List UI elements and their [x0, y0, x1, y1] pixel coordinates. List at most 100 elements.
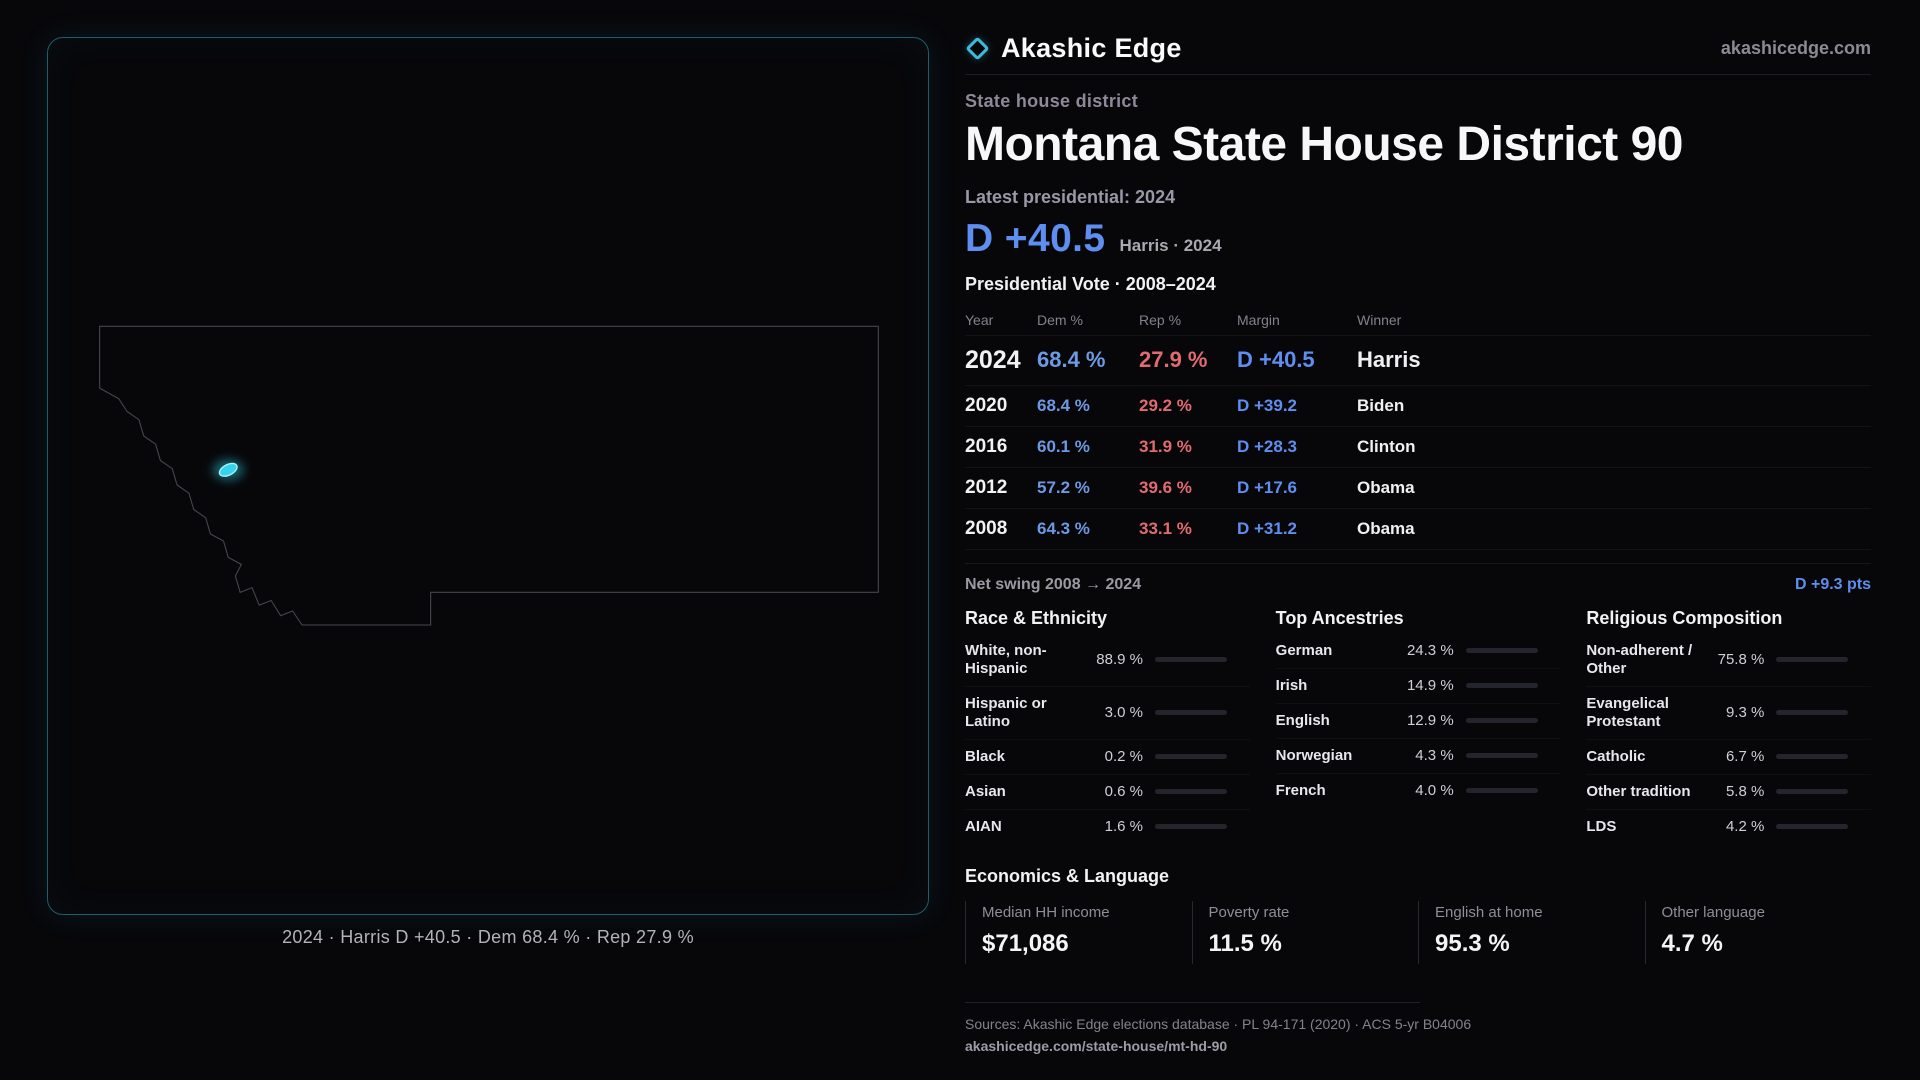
table-row-2012: 2012 57.2 % 39.6 % D +17.6 Obama: [965, 468, 1871, 509]
demo-row: Other tradition 5.8 %: [1586, 775, 1871, 810]
economics-heading: Economics & Language: [965, 865, 1170, 886]
demo-bar-track: [1155, 754, 1227, 760]
hero-margin-note: Harris · 2024: [1119, 235, 1222, 255]
latest-presidential-label: Latest presidential: 2024: [965, 186, 1176, 207]
hero-margin-value: D +40.5: [965, 216, 1106, 260]
year-cell: 2024: [965, 345, 1021, 374]
demo-label: Hispanic or Latino: [965, 694, 1047, 730]
demo-label: Norwegian: [1275, 746, 1353, 764]
dem-cell: 68.4 %: [1037, 395, 1090, 415]
permalink[interactable]: akashicedge.com/state-house/mt-hd-90: [965, 1037, 1228, 1054]
montana-map: [83, 317, 895, 632]
demo-bar-track: [1776, 657, 1849, 663]
rep-cell: 29.2 %: [1139, 395, 1192, 415]
demo-value: 0.2 %: [1104, 748, 1143, 766]
year-cell: 2016: [965, 435, 1008, 457]
demo-bar-track: [1465, 753, 1538, 759]
demo-bar-track: [1465, 683, 1538, 689]
race-heading: Race & Ethnicity: [965, 607, 1108, 628]
demo-value: 9.3 %: [1725, 704, 1765, 722]
hero-margin-row: D +40.5 Harris · 2024: [965, 217, 1871, 261]
ancestries-heading: Top Ancestries: [1275, 607, 1404, 628]
demo-bar-track: [1155, 789, 1227, 795]
footer-divider: [965, 1001, 1420, 1003]
demo-value: 1.6 %: [1104, 818, 1143, 836]
demo-label: LDS: [1586, 817, 1617, 835]
demo-row: Asian 0.6 %: [965, 775, 1250, 810]
vote-table: Year Dem % Rep % Margin Winner 2024 68.4…: [965, 306, 1871, 550]
demo-row: Non-adherent / Other 75.8 %: [1586, 634, 1871, 687]
demo-value: 14.9 %: [1406, 677, 1454, 695]
year-cell: 2020: [965, 394, 1008, 416]
col-winner: Winner: [1357, 311, 1402, 328]
net-swing-value: D +9.3 pts: [1794, 575, 1871, 593]
year-cell: 2008: [965, 517, 1008, 539]
demo-row: Irish 14.9 %: [1275, 669, 1561, 704]
rep-cell: 31.9 %: [1139, 436, 1192, 456]
col-margin: Margin: [1237, 311, 1280, 328]
montana-outline: [100, 326, 879, 625]
site-link[interactable]: akashicedge.com: [1720, 38, 1871, 58]
demo-bar-track: [1776, 789, 1849, 795]
demo-value: 88.9 %: [1096, 651, 1143, 669]
table-row-2008: 2008 64.3 % 33.1 % D +31.2 Obama: [965, 509, 1871, 550]
demo-bar-track: [1776, 710, 1849, 716]
stat-english-at-home: English at home 95.3 %: [1418, 900, 1645, 964]
stat-poverty-rate: Poverty rate 11.5 %: [1191, 900, 1419, 964]
stat-label: English at home: [1435, 903, 1543, 921]
demo-bar-track: [1776, 824, 1849, 830]
demo-label: Catholic: [1586, 747, 1646, 765]
district-map-panel: [47, 37, 929, 915]
demo-value: 3.0 %: [1104, 704, 1143, 722]
demo-row: English 12.9 %: [1275, 704, 1561, 739]
stat-label: Poverty rate: [1208, 903, 1290, 921]
demo-bar-track: [1776, 754, 1849, 760]
demo-bar-track: [1155, 657, 1227, 663]
dem-cell: 64.3 %: [1037, 518, 1090, 538]
demo-row: French 4.0 %: [1276, 774, 1561, 808]
demo-value: 4.0 %: [1415, 782, 1454, 800]
stat-label: Median HH income: [982, 903, 1110, 921]
margin-cell: D +40.5: [1237, 347, 1315, 373]
margin-cell: D +31.2: [1237, 518, 1298, 538]
net-swing-row: Net swing 2008 → 2024 D +9.3 pts: [965, 562, 1871, 594]
brand-header: Akashic Edge akashicedge.com: [965, 33, 1871, 64]
demo-bar-track: [1155, 710, 1227, 716]
vote-table-header: Year Dem % Rep % Margin Winner: [965, 306, 1871, 336]
margin-cell: D +39.2: [1237, 395, 1298, 415]
demo-row: AIAN 1.6 %: [965, 810, 1250, 844]
demo-row: Hispanic or Latino 3.0 %: [965, 687, 1250, 740]
demo-row: Catholic 6.7 %: [1586, 740, 1871, 775]
margin-cell: D +28.3: [1237, 436, 1298, 456]
dem-cell: 68.4 %: [1037, 347, 1106, 373]
rep-cell: 39.6 %: [1139, 477, 1192, 497]
stat-value: 11.5 %: [1208, 929, 1282, 957]
winner-cell: Obama: [1357, 518, 1415, 538]
stat-value: 95.3 %: [1435, 929, 1510, 957]
winner-cell: Clinton: [1357, 436, 1416, 456]
district-type-kicker: State house district: [965, 91, 1139, 111]
demo-label: German: [1275, 641, 1333, 659]
demo-label: Non-adherent / Other: [1586, 641, 1693, 677]
demo-label: French: [1275, 781, 1326, 799]
demo-value: 4.3 %: [1415, 747, 1454, 765]
district-marker: [218, 462, 238, 477]
demo-value: 6.7 %: [1725, 748, 1765, 766]
demo-value: 0.6 %: [1104, 783, 1143, 801]
rep-cell: 33.1 %: [1139, 518, 1192, 538]
demo-label: Evangelical Protestant: [1586, 694, 1669, 730]
demo-bar-track: [1155, 824, 1227, 830]
demo-value: 4.2 %: [1725, 818, 1765, 836]
header-divider: [965, 74, 1871, 75]
economics-stats: Median HH income $71,086 Poverty rate 11…: [965, 900, 1871, 964]
demo-value: 24.3 %: [1406, 642, 1454, 660]
table-row-2024: 2024 68.4 % 27.9 % D +40.5 Harris: [965, 336, 1871, 386]
col-rep: Rep %: [1139, 311, 1182, 328]
demo-row: Evangelical Protestant 9.3 %: [1586, 687, 1871, 740]
year-cell: 2012: [965, 476, 1008, 498]
demo-label: AIAN: [965, 817, 1002, 835]
demo-value: 12.9 %: [1406, 712, 1454, 730]
rep-cell: 27.9 %: [1139, 347, 1208, 373]
stat-value: 4.7 %: [1661, 929, 1723, 957]
vote-table-title: Presidential Vote · 2008–2024: [965, 273, 1216, 294]
